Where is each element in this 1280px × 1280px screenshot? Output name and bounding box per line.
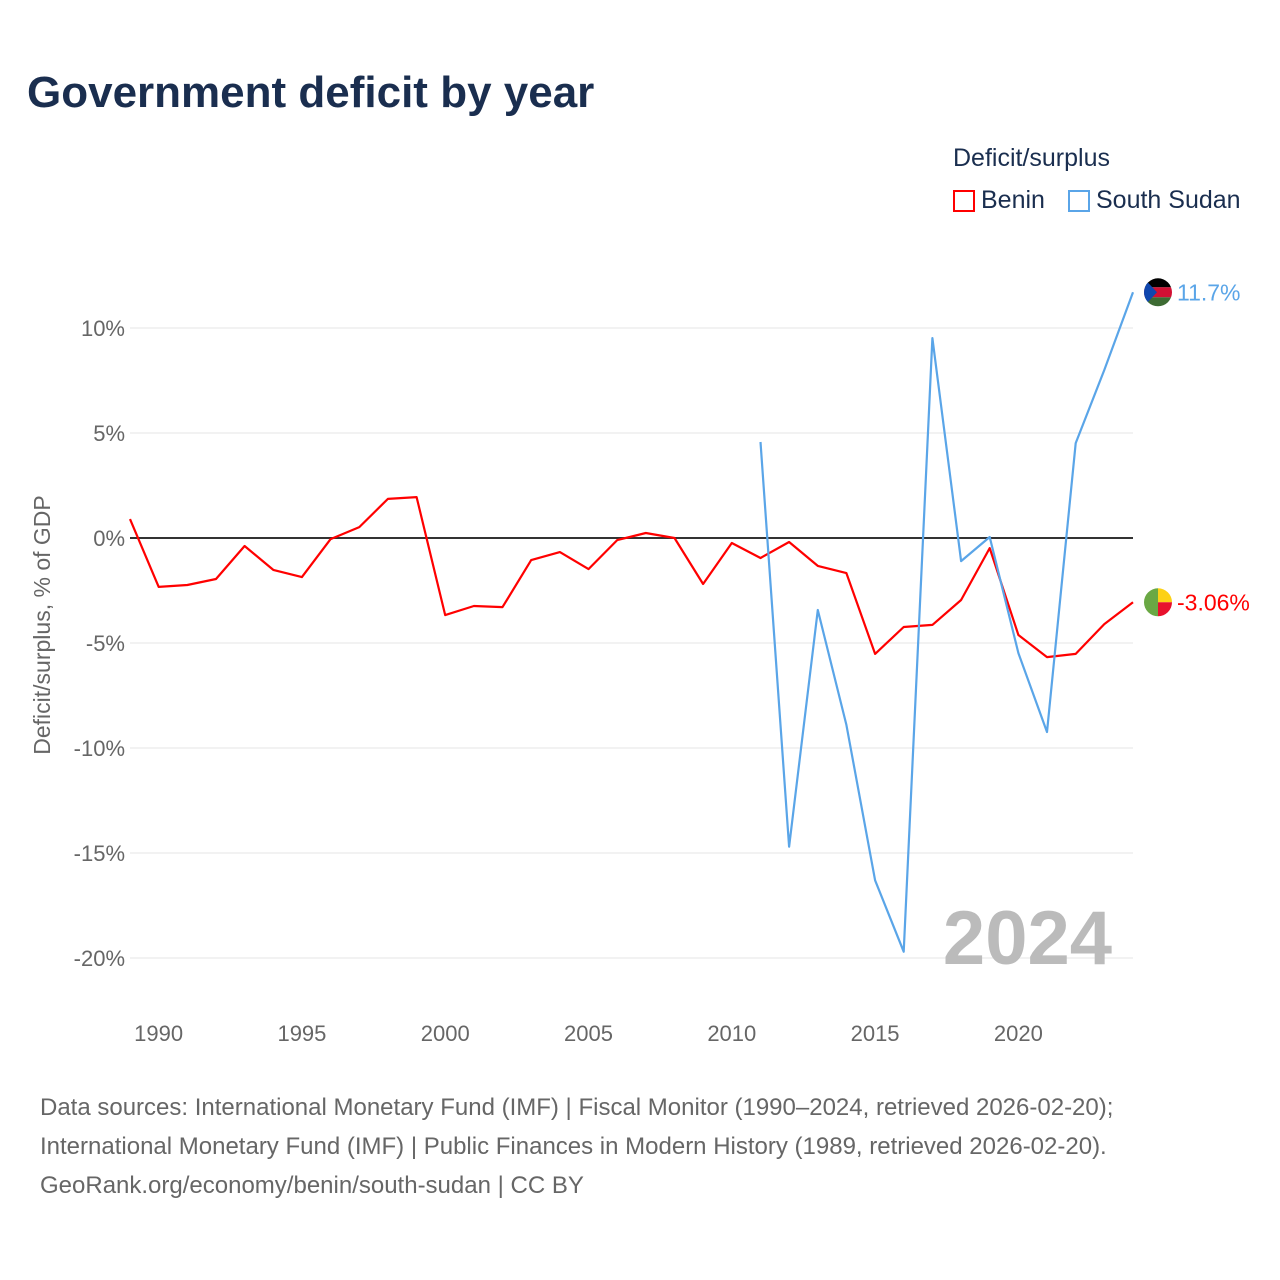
data-point-benin [299,574,305,580]
flag-icon-south-sudan [1144,278,1172,307]
data-point-benin [242,543,248,549]
footer-source-1: Data sources: International Monetary Fun… [40,1094,1114,1121]
data-point-benin [557,549,563,555]
x-tick-label: 2010 [707,1021,756,1046]
data-point-benin [500,604,506,610]
data-point-benin [213,576,219,582]
x-tick-label: 1990 [134,1021,183,1046]
flag-band [1144,287,1172,298]
data-point-benin [1073,651,1079,657]
data-point-benin [671,535,677,541]
y-tick-label: -10% [74,736,125,761]
legend-swatch-south-sudan [1068,189,1090,212]
footer-credit[interactable]: GeoRank.org/economy/benin/south-sudan | … [40,1172,584,1199]
series-line-benin [128,496,1134,659]
legend-label-benin: Benin [981,186,1045,214]
data-point-benin [958,597,964,603]
data-point-south-sudan [1015,650,1021,656]
data-point-benin [270,567,276,573]
data-point-benin [786,539,792,545]
footer-source-2: International Monetary Fund (IMF) | Publ… [40,1133,1107,1160]
flag-band [1158,602,1172,617]
data-point-benin [356,524,362,530]
legend-item-south-sudan[interactable]: South Sudan [1068,186,1241,215]
data-point-benin [328,536,334,542]
data-point-south-sudan [843,722,849,728]
data-point-benin [1044,654,1050,660]
data-point-benin [414,494,420,500]
y-axis-label: Deficit/surplus, % of GDP [29,495,55,754]
data-point-benin [614,537,620,543]
data-point-south-sudan [757,439,763,445]
data-point-south-sudan [1101,367,1107,373]
data-point-south-sudan [901,949,907,955]
data-point-benin [156,584,162,590]
data-point-south-sudan [1044,729,1050,735]
data-point-benin [127,516,133,522]
data-point-south-sudan [786,844,792,850]
legend-item-benin[interactable]: Benin [953,186,1045,215]
y-tick-label: -5% [86,631,125,656]
x-tick-label: 1995 [277,1021,326,1046]
data-point-benin [385,496,391,502]
data-point-benin [815,563,821,569]
data-point-benin [1130,599,1136,605]
data-point-benin [586,566,592,572]
data-point-benin [872,651,878,657]
data-point-benin [184,582,190,588]
legend-title: Deficit/surplus [953,144,1110,172]
end-label-south-sudan: 11.7% [1177,279,1241,305]
x-tick-label: 2015 [851,1021,900,1046]
data-point-south-sudan [815,607,821,613]
legend-label-south-sudan: South Sudan [1096,186,1241,214]
data-point-benin [1101,621,1107,627]
flag-band [1144,278,1157,307]
data-point-benin [471,603,477,609]
y-tick-label: 10% [81,316,125,341]
data-point-south-sudan [987,534,993,540]
data-point-benin [700,581,706,587]
y-tick-label: 5% [93,421,125,446]
data-point-south-sudan [1073,440,1079,446]
legend-swatch-benin [953,189,975,212]
data-point-benin [1015,632,1021,638]
year-watermark: 2024 [943,896,1112,981]
data-point-benin [643,530,649,536]
flag-band [1144,278,1172,288]
x-tick-label: 2020 [994,1021,1043,1046]
flag-band [1144,588,1158,617]
data-point-south-sudan [872,877,878,883]
data-point-benin [757,555,763,561]
data-point-south-sudan [958,558,964,564]
x-tick-label: 2000 [421,1021,470,1046]
data-point-benin [843,570,849,576]
flag-band [1144,297,1172,307]
chart-title: Government deficit by year [27,68,595,117]
y-tick-label: 0% [93,526,125,551]
flag-band [1158,588,1172,603]
y-tick-label: -20% [74,946,125,971]
footer: Data sources: International Monetary Fun… [40,1088,1113,1205]
data-point-benin [442,612,448,618]
data-point-benin [929,622,935,628]
flag-icon-benin [1144,588,1172,617]
data-point-south-sudan [1130,289,1136,295]
x-tick-label: 2005 [564,1021,613,1046]
data-point-south-sudan [929,335,935,341]
data-point-benin [901,624,907,630]
y-tick-label: -15% [74,841,125,866]
data-point-benin [528,557,534,563]
series-line-south-sudan [759,291,1135,953]
end-label-benin: -3.06% [1177,589,1250,615]
chart-area: 10% 5% 0% -5% -10% -15% -20% 1990 1995 2000 2005 20… [29,278,1250,1046]
data-point-benin [729,540,735,546]
